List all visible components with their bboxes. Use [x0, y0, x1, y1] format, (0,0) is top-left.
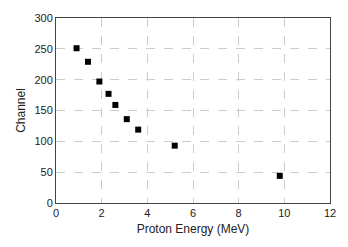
svg-text:Channel: Channel [14, 88, 28, 133]
svg-text:250: 250 [34, 43, 52, 55]
svg-text:Proton Energy (MeV): Proton Energy (MeV) [137, 222, 250, 236]
svg-text:12: 12 [324, 207, 336, 219]
svg-text:0: 0 [47, 197, 53, 209]
svg-text:4: 4 [144, 207, 150, 219]
svg-text:300: 300 [34, 12, 52, 24]
svg-text:2: 2 [99, 207, 105, 219]
svg-text:200: 200 [34, 74, 52, 86]
svg-text:8: 8 [236, 207, 242, 219]
svg-text:0: 0 [53, 207, 59, 219]
svg-text:100: 100 [34, 135, 52, 147]
svg-text:6: 6 [190, 207, 196, 219]
svg-text:10: 10 [278, 207, 290, 219]
svg-text:150: 150 [34, 104, 52, 116]
svg-text:50: 50 [41, 166, 53, 178]
